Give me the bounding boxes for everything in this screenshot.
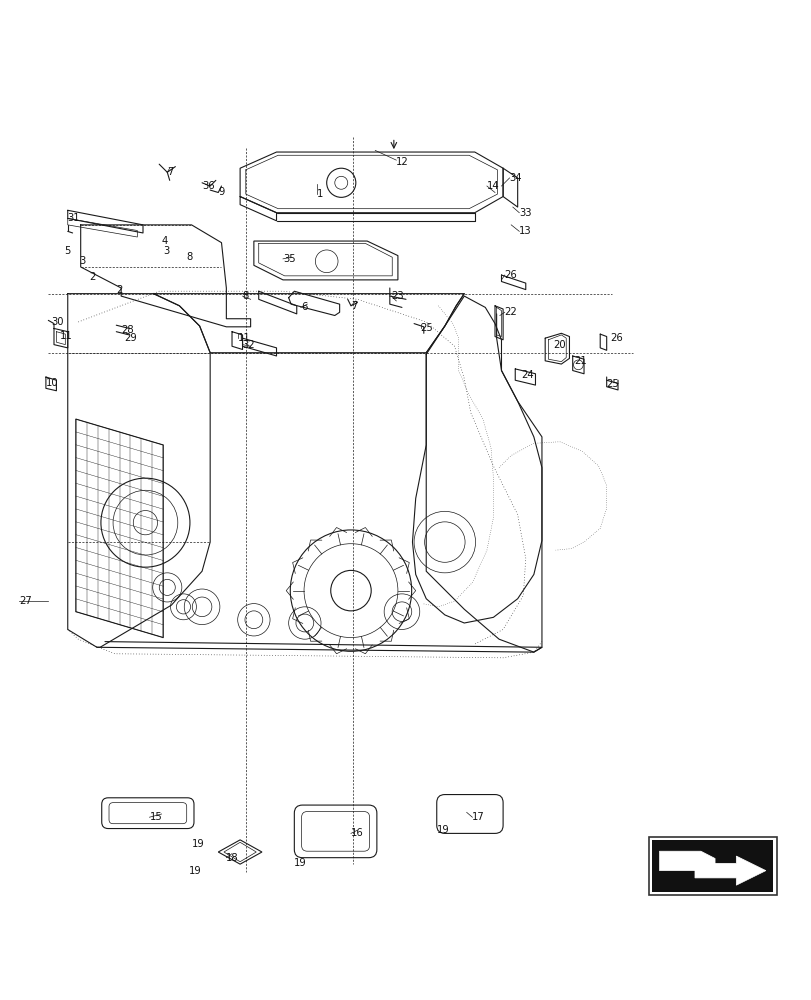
Text: 22: 22 xyxy=(504,307,517,317)
Text: 8: 8 xyxy=(242,291,248,301)
Text: 11: 11 xyxy=(59,331,72,341)
Text: 14: 14 xyxy=(487,181,499,191)
Text: 19: 19 xyxy=(294,858,307,868)
Text: 29: 29 xyxy=(124,333,137,343)
Bar xyxy=(651,840,772,892)
Text: 36: 36 xyxy=(202,181,214,191)
Text: 28: 28 xyxy=(121,325,134,335)
Text: 4: 4 xyxy=(161,236,168,246)
Text: 9: 9 xyxy=(218,187,225,197)
Text: 10: 10 xyxy=(46,378,58,388)
Polygon shape xyxy=(659,851,714,871)
Text: 1: 1 xyxy=(316,189,323,199)
Text: 19: 19 xyxy=(189,866,202,876)
Text: 12: 12 xyxy=(396,157,409,167)
Text: 6: 6 xyxy=(300,302,307,312)
Text: 26: 26 xyxy=(609,333,622,343)
Text: 21: 21 xyxy=(573,356,586,366)
Text: 24: 24 xyxy=(521,370,533,380)
Text: 15: 15 xyxy=(149,812,162,822)
Text: 30: 30 xyxy=(51,317,64,327)
Text: 25: 25 xyxy=(606,379,619,389)
Text: 26: 26 xyxy=(504,270,517,280)
Text: 18: 18 xyxy=(226,853,238,863)
Text: 2: 2 xyxy=(116,285,122,295)
Text: 3: 3 xyxy=(163,246,169,256)
Text: 33: 33 xyxy=(519,208,531,218)
Text: 25: 25 xyxy=(420,323,433,333)
Text: 16: 16 xyxy=(350,828,363,838)
Text: 7: 7 xyxy=(167,167,174,177)
Text: 7: 7 xyxy=(350,301,357,311)
Text: 20: 20 xyxy=(552,340,565,350)
Text: 32: 32 xyxy=(242,340,255,350)
Text: 8: 8 xyxy=(186,252,192,262)
Text: 17: 17 xyxy=(472,812,484,822)
Text: 13: 13 xyxy=(519,226,531,236)
Bar xyxy=(648,837,775,895)
Text: 27: 27 xyxy=(19,596,32,606)
Text: 5: 5 xyxy=(64,246,71,256)
Text: 19: 19 xyxy=(192,839,205,849)
Text: 34: 34 xyxy=(509,173,521,183)
Text: 23: 23 xyxy=(391,291,404,301)
Text: 2: 2 xyxy=(88,272,95,282)
Text: 19: 19 xyxy=(436,825,449,835)
Text: 11: 11 xyxy=(238,333,250,343)
Text: 31: 31 xyxy=(67,213,80,223)
Text: 35: 35 xyxy=(283,254,295,264)
Polygon shape xyxy=(694,856,765,885)
Text: 3: 3 xyxy=(79,256,85,266)
